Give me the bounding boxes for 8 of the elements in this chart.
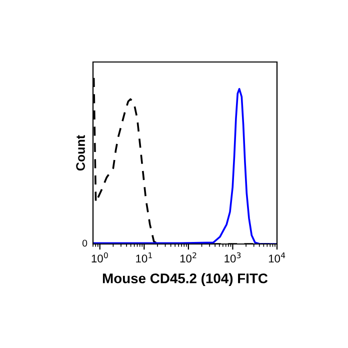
x-tick-label: 10$^{0}$ bbox=[92, 252, 108, 262]
text: 0 bbox=[82, 240, 88, 247]
y-axis-title: Count bbox=[76, 135, 85, 171]
x-tick-label: 10$^{4}$ bbox=[268, 252, 286, 262]
x-tick-label: 10$^{3}$ bbox=[224, 252, 241, 262]
x-tick-label: 10$^{1}$ bbox=[136, 252, 152, 262]
x-axis-title: Mouse CD45.2 (104) FITC bbox=[102, 273, 268, 286]
x-tick-label: 10$^{2}$ bbox=[180, 252, 196, 262]
